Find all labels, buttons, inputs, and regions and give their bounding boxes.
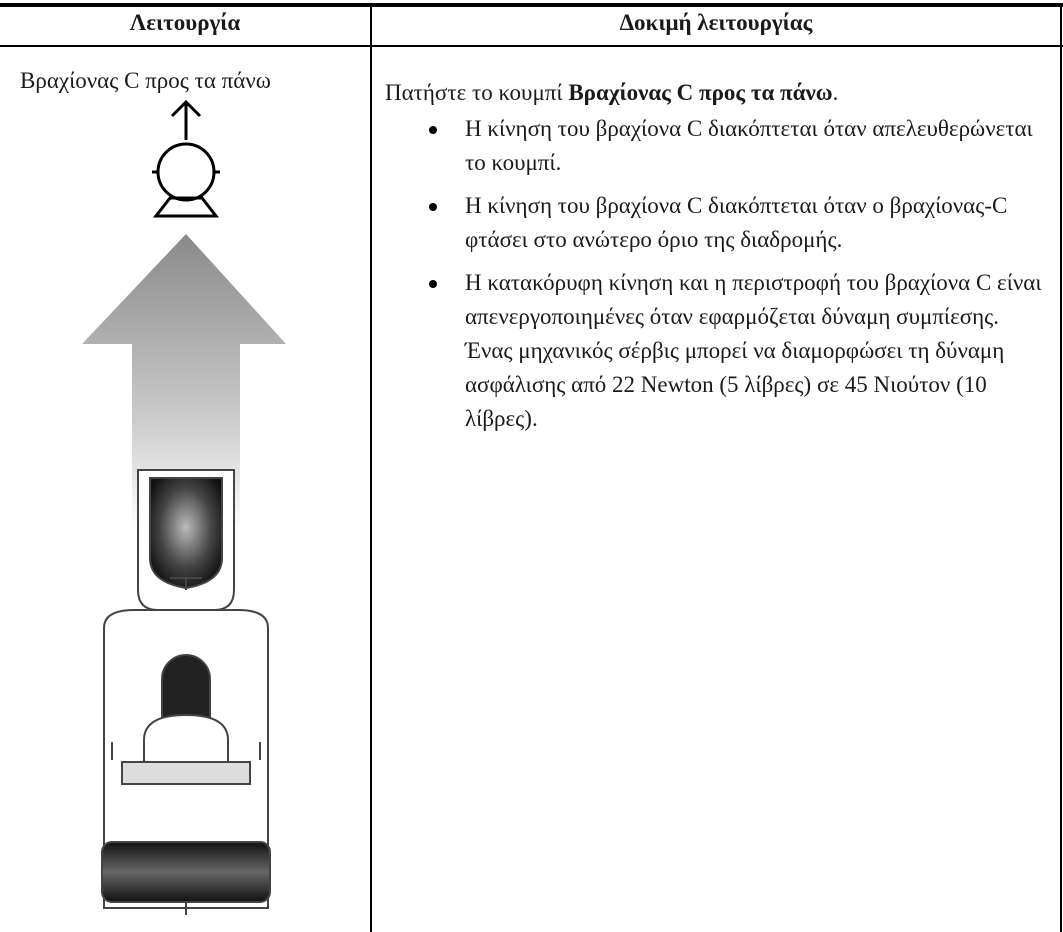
- bullet-list: Η κίνηση του βραχίονα C διακόπτεται όταν…: [385, 112, 1050, 436]
- c-arm-drawing: [101, 469, 271, 915]
- bullet: Η κατακόρυφη κίνηση και η περιστροφή του…: [429, 266, 1045, 436]
- button-name: Βραχίονας C προς τα πάνω: [568, 80, 833, 105]
- border: [1060, 5, 1062, 932]
- motion-arrow: [82, 234, 286, 530]
- column-divider: [370, 5, 372, 932]
- instruction: Πατήστε το κουμπί Βραχίονας C προς τα πά…: [385, 76, 1050, 110]
- text: Πατήστε το κουμπί: [385, 80, 569, 105]
- header-cell: Λειτουργία: [129, 10, 241, 35]
- c-arm-up-icon: [152, 99, 220, 218]
- rule: [0, 3, 1063, 7]
- bullet: Η κίνηση του βραχίονα C διακόπτεται όταν…: [429, 112, 1045, 180]
- header-cell: Δοκιμή λειτουργίας: [619, 10, 813, 35]
- rule: [0, 45, 1063, 47]
- bullet: Η κίνηση του βραχίονα C διακόπτεται όταν…: [429, 189, 1045, 257]
- instruction-cell: Πατήστε το κουμπί Βραχίονας C προς τα πά…: [385, 76, 1050, 445]
- illustration: [82, 99, 286, 915]
- function-name: Βραχίονας C προς τα πάνω: [20, 68, 271, 93]
- text: .: [832, 80, 839, 105]
